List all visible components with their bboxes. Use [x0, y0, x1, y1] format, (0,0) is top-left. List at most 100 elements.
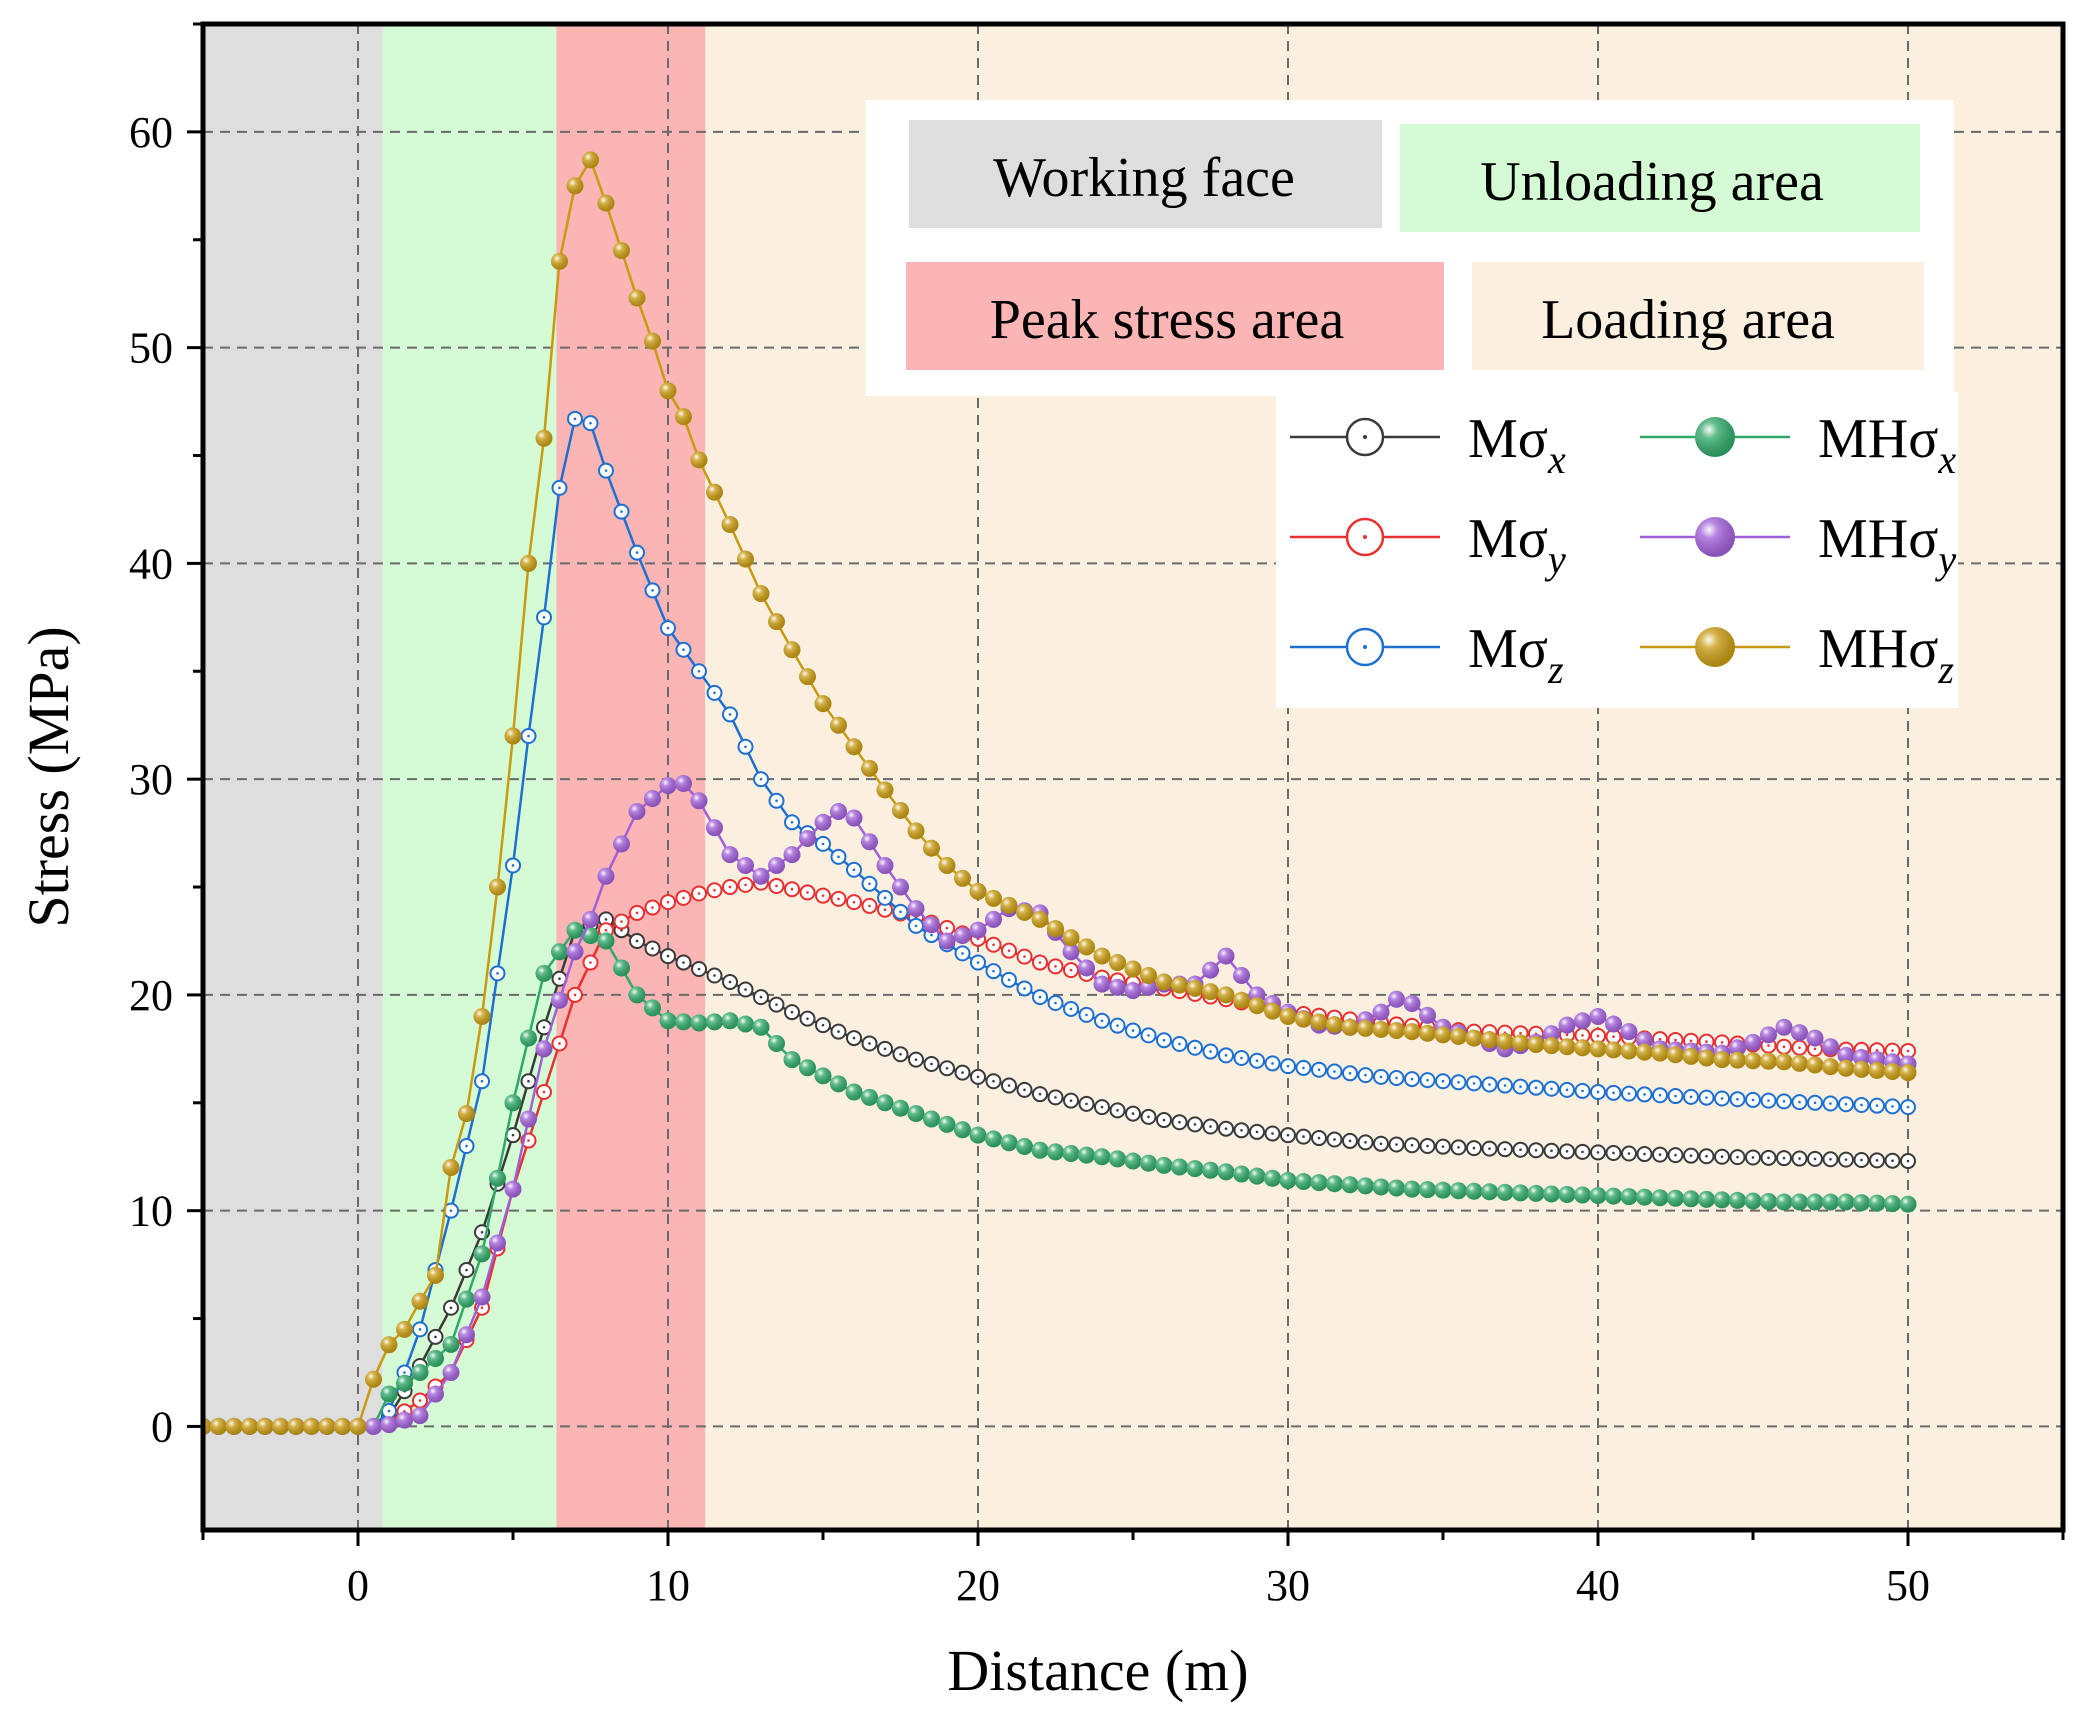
data-point-dot: [1596, 1090, 1600, 1094]
data-point-dot: [1023, 1088, 1026, 1092]
data-point-dot: [775, 884, 778, 888]
data-point-dot: [1643, 1152, 1646, 1156]
data-point-shine: [504, 1094, 522, 1112]
data-point-shine: [504, 727, 522, 745]
data-point-shine: [1434, 1181, 1452, 1199]
data-point-shine: [1837, 1046, 1855, 1064]
data-point-dot: [945, 1066, 949, 1070]
data-point-shine: [1806, 1029, 1824, 1047]
data-point-shine: [1589, 1007, 1607, 1025]
data-point-dot: [1875, 1159, 1879, 1162]
data-point-shine: [814, 1067, 832, 1085]
data-point-shine: [1837, 1193, 1855, 1211]
data-point-dot: [868, 1042, 871, 1045]
data-point-dot: [666, 954, 670, 958]
data-point-dot: [1224, 1054, 1228, 1057]
data-point-dot: [1178, 1042, 1181, 1046]
data-point-shine: [303, 1417, 320, 1435]
data-point-dot: [1379, 1075, 1383, 1079]
data-point-dot: [914, 924, 918, 928]
data-point-shine: [1806, 1056, 1824, 1074]
data-point-shine: [520, 1110, 537, 1128]
data-point-shine: [892, 801, 909, 819]
data-point-shine: [411, 1292, 429, 1310]
data-point-shine: [566, 177, 584, 195]
data-point-dot: [1023, 987, 1026, 990]
data-point-shine: [938, 932, 956, 950]
data-point-dot: [1782, 1045, 1786, 1048]
data-point-shine: [1667, 1189, 1684, 1207]
data-point-dot: [496, 972, 499, 975]
data-point-shine: [1527, 1036, 1545, 1054]
data-point-dot: [1364, 1073, 1367, 1077]
data-point-shine: [659, 777, 677, 795]
data-point-dot: [883, 908, 887, 911]
data-point-shine: [814, 813, 832, 831]
data-point-shine: [458, 1105, 475, 1123]
data-point-dot: [992, 1079, 995, 1083]
data-point-shine: [427, 1266, 444, 1284]
legend-marker-shine: [1695, 417, 1735, 457]
data-point-dot: [821, 894, 825, 897]
legend-label-msigma-x: Mσx: [1468, 408, 1566, 482]
data-point-shine: [768, 613, 785, 631]
data-point-dot: [697, 892, 701, 895]
data-point-shine: [1202, 1161, 1219, 1179]
data-point-shine: [1078, 959, 1095, 977]
data-point-dot: [914, 1058, 918, 1061]
data-point-shine: [845, 809, 863, 827]
data-point-dot: [1255, 1059, 1259, 1063]
legend-marker-shine: [1695, 627, 1735, 667]
data-point-shine: [628, 289, 646, 307]
legend-label-mhsigma-z: MHσz: [1818, 618, 1954, 692]
data-point-shine: [1264, 1002, 1281, 1020]
data-point-shine: [1388, 1022, 1405, 1040]
data-point-shine: [1357, 1019, 1374, 1037]
data-point-shine: [1651, 1044, 1669, 1062]
y-tick-label: 30: [129, 755, 173, 804]
data-point-shine: [752, 1018, 770, 1036]
data-point-shine: [210, 1417, 227, 1435]
data-point-shine: [241, 1417, 258, 1435]
data-point-shine: [1248, 997, 1266, 1015]
data-point-shine: [768, 1034, 785, 1052]
data-point-shine: [1837, 1059, 1855, 1077]
data-point-dot: [852, 1036, 856, 1040]
data-point-dot: [1581, 1089, 1584, 1093]
data-point-shine: [1279, 1171, 1297, 1189]
region-band-working-face: [203, 24, 383, 1530]
x-tick-label: 20: [956, 1561, 1000, 1610]
data-point-dot: [1612, 1091, 1615, 1095]
data-point-shine: [1062, 929, 1080, 947]
data-point-dot: [1891, 1159, 1894, 1162]
x-tick-label: 30: [1266, 1561, 1310, 1610]
data-point-shine: [1233, 991, 1250, 1009]
region-label-loading-area: Loading area: [1541, 289, 1835, 351]
data-point-dot: [992, 969, 995, 973]
data-point-dot: [1147, 1115, 1150, 1119]
y-tick-label: 50: [129, 324, 173, 373]
region-label-peak-stress-area: Peak stress area: [990, 289, 1345, 351]
data-point-dot: [806, 1017, 809, 1020]
data-point-shine: [1899, 1195, 1917, 1213]
data-point-shine: [969, 1126, 987, 1144]
data-point-shine: [1217, 986, 1235, 1004]
data-point-shine: [1403, 1180, 1421, 1198]
data-point-dot: [1410, 1143, 1414, 1147]
data-point-dot: [465, 1268, 468, 1272]
data-point-shine: [721, 846, 739, 864]
data-point-dot: [1224, 1127, 1228, 1130]
data-point-dot: [1798, 1157, 1801, 1160]
data-point-shine: [1217, 947, 1235, 965]
data-point-dot: [1457, 1080, 1460, 1084]
data-point-shine: [613, 242, 630, 260]
data-point-dot: [728, 713, 732, 716]
data-point-shine: [861, 1088, 878, 1106]
data-point-dot: [666, 626, 670, 630]
data-point-shine: [489, 878, 506, 896]
data-point-dot: [775, 799, 778, 803]
data-point-shine: [1481, 1183, 1498, 1201]
data-point-shine: [566, 921, 584, 939]
data-point-dot: [635, 939, 639, 943]
legend-marker-shine: [1695, 517, 1735, 557]
